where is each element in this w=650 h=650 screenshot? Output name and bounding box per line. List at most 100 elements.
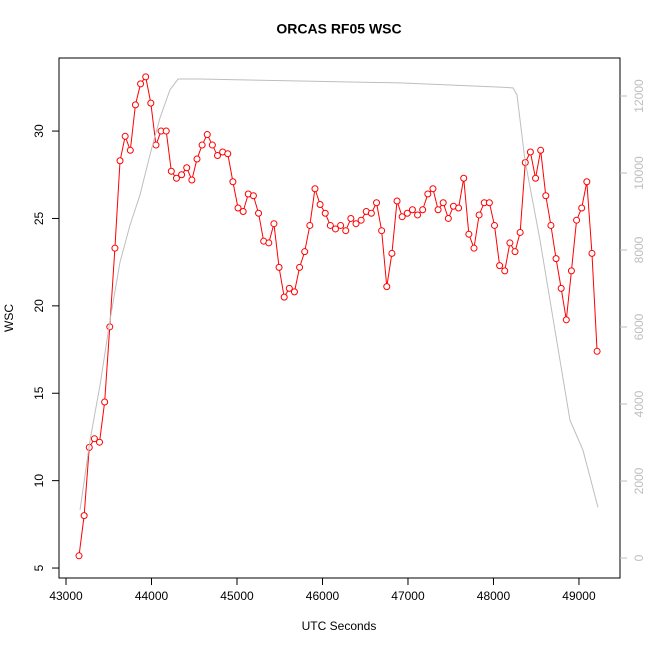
point — [152, 141, 160, 149]
point — [424, 190, 432, 198]
series-line — [79, 78, 599, 510]
point — [131, 101, 139, 109]
point — [111, 244, 119, 252]
point — [547, 221, 555, 229]
y2-tick-label: 2000 — [632, 467, 646, 494]
point — [90, 435, 98, 443]
y-tick-label: 10 — [32, 474, 46, 488]
point — [249, 192, 257, 200]
point — [506, 239, 514, 247]
chart-title: ORCAS RF05 WSC — [276, 21, 401, 37]
point — [516, 228, 524, 236]
point — [373, 199, 381, 207]
point — [316, 200, 324, 208]
point — [301, 248, 309, 256]
point — [562, 316, 570, 324]
point — [403, 209, 411, 217]
point — [593, 347, 601, 355]
point — [496, 262, 504, 270]
point — [193, 155, 201, 163]
point — [203, 131, 211, 139]
x-tick-label: 49000 — [562, 589, 596, 603]
point — [439, 199, 447, 207]
point — [429, 185, 437, 193]
point — [532, 174, 540, 182]
point — [408, 206, 416, 214]
series-line — [78, 75, 598, 556]
point — [490, 221, 498, 229]
point — [321, 209, 329, 217]
point — [455, 204, 463, 212]
point — [121, 132, 129, 140]
y2-tick-label: 6000 — [632, 313, 646, 340]
point — [485, 199, 493, 207]
y-tick-label: 5 — [32, 564, 46, 571]
x-tick-label: 48000 — [477, 589, 511, 603]
point — [342, 227, 350, 235]
point — [116, 157, 124, 165]
y2-tick-label: 0 — [632, 554, 646, 561]
y-tick-label: 20 — [32, 299, 46, 313]
point — [285, 284, 293, 292]
point — [583, 178, 591, 186]
y-tick-label: 15 — [32, 386, 46, 400]
x-axis-label: UTC Seconds — [302, 619, 377, 633]
y-tick-label: 30 — [32, 124, 46, 138]
y2-tick-label: 12000 — [632, 79, 646, 113]
point — [367, 209, 375, 217]
point — [557, 284, 565, 292]
point — [239, 207, 247, 215]
x-tick-label: 46000 — [306, 589, 340, 603]
point — [137, 80, 145, 88]
point — [270, 220, 278, 228]
y2-tick-label: 4000 — [632, 390, 646, 417]
point — [357, 216, 365, 224]
point — [224, 150, 232, 158]
point — [214, 152, 222, 160]
point — [172, 174, 180, 182]
point — [331, 225, 339, 233]
point — [526, 148, 534, 156]
point — [444, 214, 452, 222]
point — [265, 239, 273, 247]
point — [542, 192, 550, 200]
point — [290, 288, 298, 296]
point — [475, 211, 483, 219]
point — [465, 230, 473, 238]
point — [306, 221, 314, 229]
point — [393, 197, 401, 205]
point — [347, 214, 355, 222]
y-tick-label: 25 — [32, 211, 46, 225]
y2-tick-label: 8000 — [632, 236, 646, 263]
plot-box — [58, 57, 621, 579]
point — [419, 206, 427, 214]
point — [208, 141, 216, 149]
point — [383, 283, 391, 291]
point — [162, 127, 170, 135]
point — [501, 267, 509, 275]
point — [388, 249, 396, 257]
point — [96, 438, 104, 446]
point — [552, 255, 560, 263]
point — [147, 99, 155, 107]
point — [352, 220, 360, 228]
point — [567, 267, 575, 275]
y-axis-label: WSC — [2, 304, 16, 332]
point — [337, 221, 345, 229]
point — [229, 178, 237, 186]
y2-tick-label: 10000 — [632, 156, 646, 190]
point — [470, 244, 478, 252]
point — [255, 209, 263, 217]
point — [126, 146, 134, 154]
point — [75, 552, 83, 560]
point — [326, 221, 334, 229]
point — [142, 73, 150, 81]
point — [414, 211, 422, 219]
point — [188, 176, 196, 184]
point — [398, 213, 406, 221]
x-tick-label: 47000 — [391, 589, 425, 603]
point — [460, 174, 468, 182]
point — [588, 249, 596, 257]
point — [167, 167, 175, 175]
